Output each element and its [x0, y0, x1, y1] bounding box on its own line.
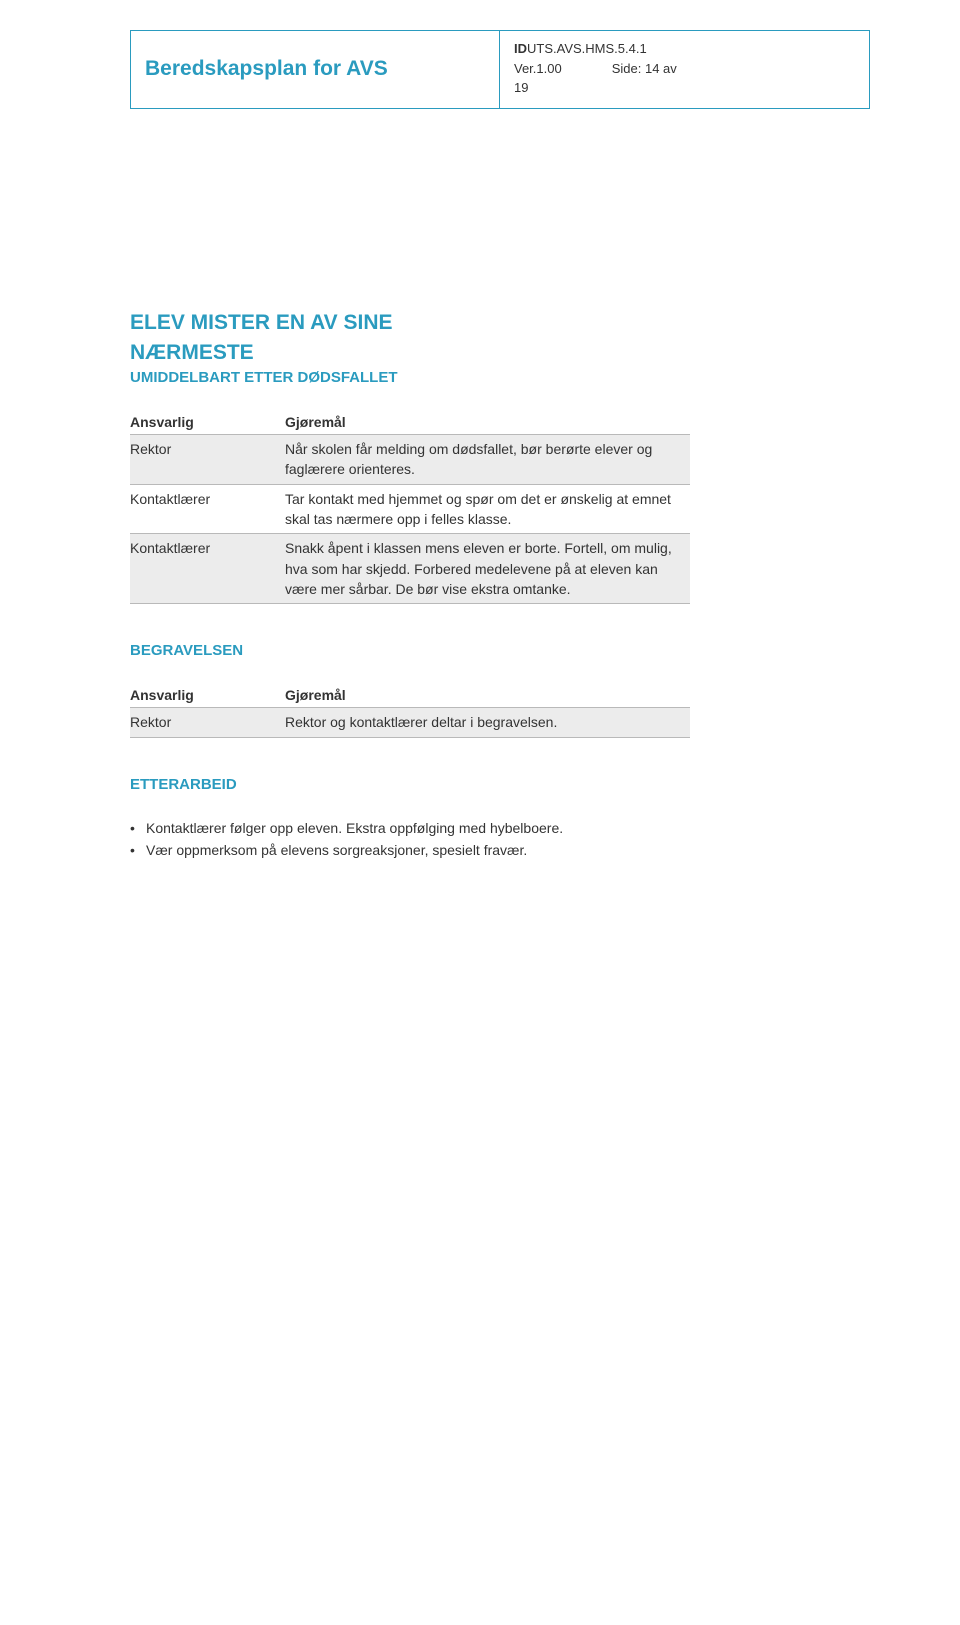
header-left-cell: Beredskapsplan for AVS	[131, 31, 500, 108]
page: Beredskapsplan for AVS IDUTS.AVS.HMS.5.4…	[0, 0, 960, 1625]
section2-label: BEGRAVELSEN	[130, 642, 870, 659]
document-title: Beredskapsplan for AVS	[145, 57, 388, 80]
bullet-text: Kontaktlærer følger opp eleven. Ekstra o…	[146, 817, 563, 839]
table-header-row: Ansvarlig Gjøremål	[130, 410, 690, 435]
doc-id-rest: UTS.AVS.HMS.5.4.1	[527, 41, 647, 56]
bullet-text: Vær oppmerksom på elevens sorgreaksjoner…	[146, 839, 527, 861]
cell-gjoremal: Tar kontakt med hjemmet og spør om det e…	[285, 484, 690, 534]
bullet-icon: •	[130, 817, 146, 839]
section3-label: ETTERARBEID	[130, 776, 870, 793]
cell-gjoremal: Når skolen får melding om dødsfallet, bø…	[285, 435, 690, 485]
list-item: • Vær oppmerksom på elevens sorgreaksjon…	[130, 839, 870, 861]
doc-id-line: IDUTS.AVS.HMS.5.4.1	[514, 39, 855, 59]
document-header: Beredskapsplan for AVS IDUTS.AVS.HMS.5.4…	[130, 30, 870, 109]
col-gjoremal-header: Gjøremål	[285, 410, 690, 435]
section1-title-line1: ELEV MISTER EN AV SINE	[130, 309, 870, 337]
col-ansvarlig-header: Ansvarlig	[130, 683, 285, 708]
col-ansvarlig-header: Ansvarlig	[130, 410, 285, 435]
side-label: Side: 14 av	[612, 59, 677, 79]
cell-ansvarlig: Rektor	[130, 435, 285, 485]
bullet-list: • Kontaktlærer følger opp eleven. Ekstra…	[130, 817, 870, 862]
table-row: Kontaktlærer Snakk åpent i klassen mens …	[130, 534, 690, 604]
header-right-cell: IDUTS.AVS.HMS.5.4.1 Ver.1.00 Side: 14 av…	[500, 31, 869, 108]
section1-title-line2: NÆRMESTE	[130, 339, 870, 367]
cell-ansvarlig: Rektor	[130, 708, 285, 737]
cell-ansvarlig: Kontaktlærer	[130, 484, 285, 534]
list-item: • Kontaktlærer følger opp eleven. Ekstra…	[130, 817, 870, 839]
col-gjoremal-header: Gjøremål	[285, 683, 690, 708]
doc-id-prefix: ID	[514, 41, 527, 56]
table-header-row: Ansvarlig Gjøremål	[130, 683, 690, 708]
cell-ansvarlig: Kontaktlærer	[130, 534, 285, 604]
bullet-icon: •	[130, 839, 146, 861]
section1-table: Ansvarlig Gjøremål Rektor Når skolen får…	[130, 410, 690, 604]
page-count: 19	[514, 78, 855, 98]
table-row: Rektor Når skolen får melding om dødsfal…	[130, 435, 690, 485]
cell-gjoremal: Rektor og kontaktlærer deltar i begravel…	[285, 708, 690, 737]
cell-gjoremal: Snakk åpent i klassen mens eleven er bor…	[285, 534, 690, 604]
table-row: Rektor Rektor og kontaktlærer deltar i b…	[130, 708, 690, 737]
section1-subheading: UMIDDELBART ETTER DØDSFALLET	[130, 369, 870, 386]
version-label: Ver.1.00	[514, 59, 562, 79]
table-row: Kontaktlærer Tar kontakt med hjemmet og …	[130, 484, 690, 534]
version-row: Ver.1.00 Side: 14 av	[514, 59, 855, 79]
section2-table: Ansvarlig Gjøremål Rektor Rektor og kont…	[130, 683, 690, 737]
